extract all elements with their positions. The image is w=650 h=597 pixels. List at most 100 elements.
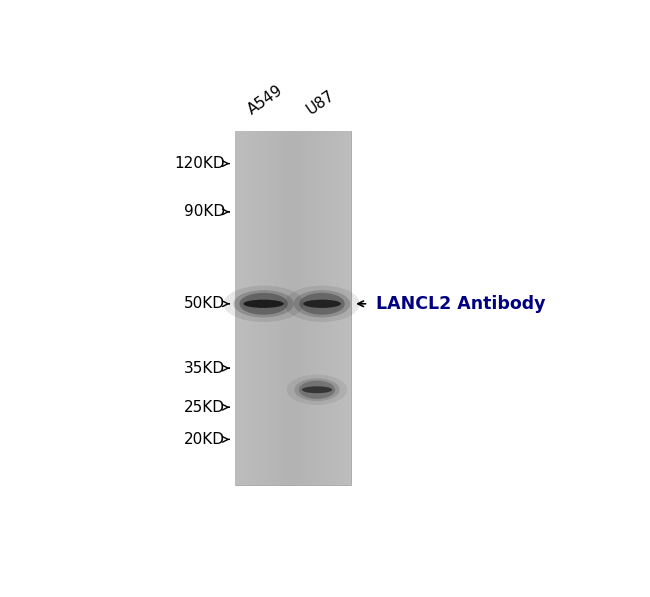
Bar	[283, 131, 284, 485]
Bar	[311, 131, 313, 485]
Bar	[254, 131, 255, 485]
Ellipse shape	[233, 290, 294, 318]
Bar	[277, 131, 278, 485]
Bar	[316, 131, 317, 485]
Ellipse shape	[244, 300, 284, 308]
Ellipse shape	[224, 285, 304, 322]
Bar	[335, 131, 336, 485]
Bar	[238, 131, 239, 485]
Bar	[281, 131, 283, 485]
Bar	[274, 131, 276, 485]
Text: LANCL2 Antibody: LANCL2 Antibody	[376, 295, 545, 313]
Bar	[323, 131, 325, 485]
Bar	[315, 131, 316, 485]
Bar	[235, 131, 351, 485]
Bar	[322, 131, 323, 485]
Bar	[250, 131, 251, 485]
Text: 120KD: 120KD	[174, 156, 225, 171]
Text: U87: U87	[304, 88, 337, 118]
Bar	[310, 131, 311, 485]
Bar	[326, 131, 328, 485]
Bar	[325, 131, 326, 485]
Text: 90KD: 90KD	[184, 204, 225, 219]
Bar	[237, 131, 238, 485]
Bar	[298, 131, 300, 485]
Bar	[329, 131, 330, 485]
Bar	[309, 131, 310, 485]
Text: 50KD: 50KD	[184, 296, 225, 311]
Bar	[296, 131, 297, 485]
Bar	[266, 131, 268, 485]
Bar	[246, 131, 248, 485]
Bar	[293, 131, 294, 485]
Bar	[278, 131, 280, 485]
Bar	[261, 131, 263, 485]
Bar	[290, 131, 291, 485]
Bar	[263, 131, 264, 485]
Text: A549: A549	[244, 83, 285, 118]
Ellipse shape	[300, 293, 345, 315]
Bar	[291, 131, 293, 485]
Bar	[303, 131, 304, 485]
Bar	[248, 131, 250, 485]
Bar	[348, 131, 349, 485]
Bar	[294, 131, 296, 485]
Bar	[244, 131, 245, 485]
Text: 25KD: 25KD	[184, 400, 225, 415]
Bar	[268, 131, 270, 485]
Bar	[345, 131, 346, 485]
Bar	[287, 131, 289, 485]
Bar	[307, 131, 309, 485]
Ellipse shape	[287, 374, 347, 405]
Bar	[271, 131, 272, 485]
Text: 35KD: 35KD	[184, 361, 225, 376]
Ellipse shape	[294, 290, 350, 318]
Bar	[306, 131, 307, 485]
Bar	[341, 131, 342, 485]
Ellipse shape	[284, 285, 360, 322]
Bar	[240, 131, 242, 485]
Bar	[252, 131, 254, 485]
Bar	[259, 131, 261, 485]
Text: 20KD: 20KD	[184, 432, 225, 447]
Bar	[280, 131, 281, 485]
Bar	[265, 131, 266, 485]
Bar	[289, 131, 290, 485]
Bar	[313, 131, 315, 485]
Bar	[332, 131, 333, 485]
Ellipse shape	[239, 293, 288, 315]
Bar	[284, 131, 285, 485]
Ellipse shape	[302, 386, 332, 393]
Bar	[319, 131, 320, 485]
Bar	[264, 131, 265, 485]
Bar	[317, 131, 319, 485]
Bar	[251, 131, 252, 485]
Bar	[343, 131, 345, 485]
Bar	[330, 131, 332, 485]
Bar	[328, 131, 329, 485]
Bar	[342, 131, 343, 485]
Bar	[245, 131, 246, 485]
Bar	[242, 131, 244, 485]
Bar	[257, 131, 258, 485]
Bar	[338, 131, 339, 485]
Bar	[239, 131, 240, 485]
Bar	[235, 131, 237, 485]
Ellipse shape	[294, 378, 340, 401]
Bar	[272, 131, 274, 485]
Bar	[320, 131, 322, 485]
Ellipse shape	[303, 300, 341, 308]
Bar	[333, 131, 335, 485]
Bar	[297, 131, 298, 485]
Bar	[255, 131, 257, 485]
Bar	[285, 131, 287, 485]
Bar	[300, 131, 302, 485]
Bar	[349, 131, 351, 485]
Bar	[270, 131, 271, 485]
Bar	[258, 131, 259, 485]
Bar	[304, 131, 306, 485]
Bar	[276, 131, 277, 485]
Bar	[336, 131, 338, 485]
Bar	[339, 131, 341, 485]
Ellipse shape	[299, 381, 335, 399]
